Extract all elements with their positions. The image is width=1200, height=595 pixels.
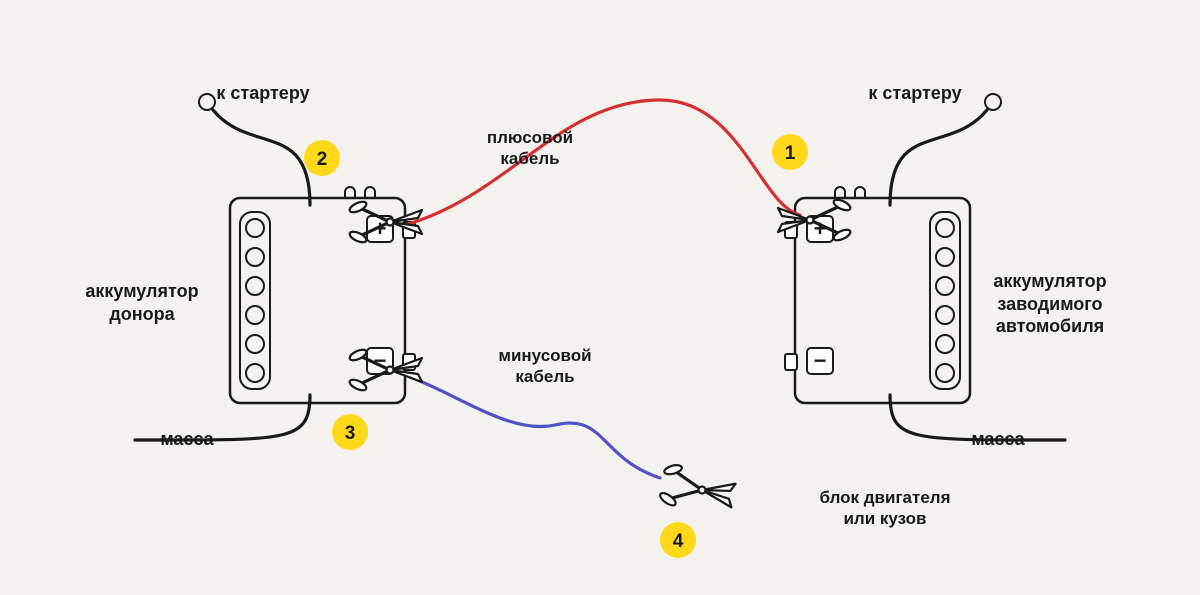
clamp-engine — [657, 461, 738, 518]
label-battery-left: аккумулятордонора — [42, 280, 242, 325]
terminal-minus-symbol: − — [374, 348, 387, 373]
step-badge-2: 2 — [304, 140, 340, 176]
label-battery-right: аккумуляторзаводимогоавтомобиля — [950, 270, 1150, 338]
terminal-minus-symbol: − — [814, 348, 827, 373]
minus-cable — [405, 375, 660, 478]
label-plus-cable: плюсовойкабель — [430, 127, 630, 170]
starter-wire-right — [890, 110, 987, 205]
svg-text:4: 4 — [673, 531, 684, 552]
label-engine-block: блок двигателяили кузов — [785, 487, 985, 530]
svg-text:2: 2 — [317, 149, 328, 170]
svg-text:3: 3 — [345, 423, 356, 444]
step-badge-3: 3 — [332, 414, 368, 450]
step-badge-1: 1 — [772, 134, 808, 170]
label-mass-right: масса — [918, 428, 1078, 451]
label-mass-left: масса — [107, 428, 267, 451]
label-minus-cable: минусовойкабель — [445, 345, 645, 388]
svg-text:1: 1 — [785, 143, 796, 164]
label-starter-left: к стартеру — [183, 82, 343, 105]
step-badge-4: 4 — [660, 522, 696, 558]
label-starter-right: к стартеру — [835, 82, 995, 105]
starter-wire-left — [213, 110, 310, 205]
